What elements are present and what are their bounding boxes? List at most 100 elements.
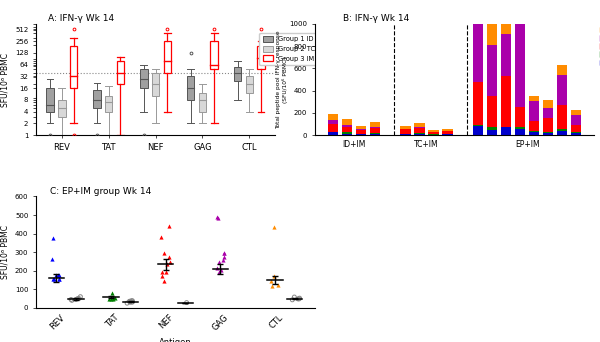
Bar [487, 130, 497, 135]
Point [164, 254, 173, 260]
Bar [328, 120, 338, 124]
Bar [46, 88, 54, 112]
Bar [557, 75, 568, 105]
Bar [529, 96, 539, 101]
Point [126, 298, 136, 304]
Point [52, 273, 61, 278]
Bar [356, 134, 366, 135]
Bar [515, 107, 526, 127]
Bar [415, 123, 425, 127]
X-axis label: Antigen: Antigen [159, 338, 192, 342]
Bar [328, 124, 338, 132]
Point [159, 278, 169, 284]
Bar [328, 132, 338, 135]
Bar [187, 76, 194, 100]
Point [54, 273, 64, 278]
Point [164, 223, 173, 229]
Bar [400, 130, 411, 134]
Point [107, 296, 116, 301]
Point [157, 269, 167, 274]
Bar [557, 105, 568, 129]
Point [287, 297, 297, 303]
Point [290, 294, 299, 300]
Bar [328, 114, 338, 120]
Point [295, 296, 304, 302]
Bar [543, 133, 553, 135]
Bar [356, 130, 366, 134]
Bar [543, 118, 553, 132]
Y-axis label: SFU/10⁶ PBMC: SFU/10⁶ PBMC [1, 53, 10, 107]
Bar [341, 125, 352, 127]
Bar [415, 128, 425, 133]
Bar [557, 131, 568, 135]
Bar [415, 127, 425, 128]
Bar [571, 109, 581, 115]
Point [212, 265, 222, 271]
Bar [105, 96, 112, 112]
Point [125, 300, 135, 305]
Point [274, 282, 283, 287]
Bar [341, 134, 352, 135]
Bar [515, 24, 526, 107]
Bar [234, 67, 241, 81]
Point [71, 297, 81, 302]
Bar [515, 14, 526, 24]
Bar [501, 15, 511, 34]
Text: A: IFN-γ Wk 14: A: IFN-γ Wk 14 [48, 14, 114, 23]
Point [122, 300, 132, 306]
Point [214, 260, 223, 265]
Bar [543, 132, 553, 133]
Point [66, 297, 76, 302]
Point [214, 269, 224, 274]
Bar [415, 134, 425, 135]
Point [266, 278, 276, 284]
Bar [370, 122, 380, 127]
Point [127, 300, 137, 305]
Bar [473, 125, 484, 126]
Point [127, 298, 137, 303]
Bar [543, 108, 553, 118]
Bar [487, 96, 497, 128]
Point [76, 294, 85, 299]
Bar [557, 65, 568, 75]
Bar [428, 132, 439, 134]
Point [54, 276, 64, 282]
Point [218, 258, 227, 263]
Bar [487, 128, 497, 130]
Point [109, 294, 118, 300]
Point [214, 215, 223, 221]
Bar [571, 133, 581, 135]
Bar [529, 132, 539, 135]
Point [54, 276, 64, 282]
Bar [370, 128, 380, 133]
Point [162, 262, 172, 267]
Bar [473, 18, 484, 82]
Point [269, 224, 279, 230]
Bar [515, 127, 526, 129]
Bar [341, 119, 352, 125]
Point [159, 250, 169, 256]
Bar [571, 124, 581, 132]
Bar [529, 101, 539, 121]
Bar [473, 82, 484, 125]
Bar [211, 41, 218, 69]
Legend: CTL, GAG, NEF, TAT, REV: CTL, GAG, NEF, TAT, REV [597, 24, 600, 69]
Bar [164, 41, 171, 73]
Point [219, 250, 229, 256]
Bar [152, 73, 160, 96]
Point [108, 297, 118, 302]
Point [216, 267, 226, 273]
Bar [356, 126, 366, 129]
Bar [529, 131, 539, 132]
Bar [487, 45, 497, 96]
Point [107, 290, 117, 296]
Point [67, 298, 77, 303]
Bar [442, 131, 453, 134]
Point [269, 274, 279, 279]
Point [295, 295, 304, 301]
Bar [116, 61, 124, 84]
Point [49, 236, 58, 241]
Point [73, 296, 83, 301]
Bar [557, 129, 568, 131]
Bar [400, 134, 411, 135]
